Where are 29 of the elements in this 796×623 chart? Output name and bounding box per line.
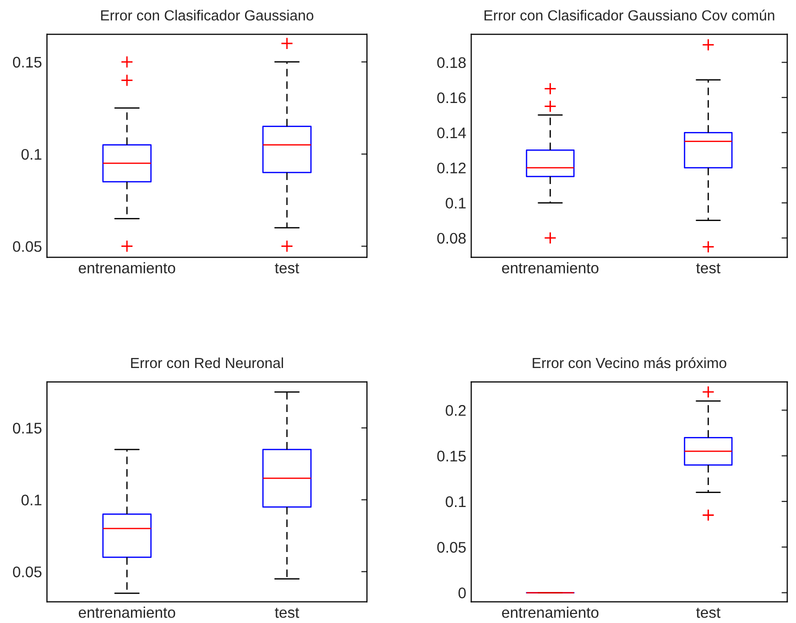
y-tick-label: 0.08	[437, 232, 466, 244]
y-tick-label: 0.2	[446, 405, 466, 416]
y-tick-label: 0.18	[437, 57, 466, 68]
y-tick-label: 0.14	[437, 127, 466, 138]
x-tick-label: entrenamiento	[78, 262, 176, 274]
y-tick-label: 0.15	[12, 422, 42, 434]
y-tick-label: 0	[458, 588, 466, 598]
y-tick-label: 0.05	[12, 241, 42, 252]
y-tick-label: 0.05	[437, 542, 466, 553]
x-tick-label: entrenamiento	[78, 606, 176, 618]
y-tick-label: 0.1	[21, 494, 42, 506]
y-tick-label: 0.15	[437, 450, 466, 462]
x-tick-label: test	[274, 263, 300, 274]
y-tick-label: 0.1	[21, 148, 42, 160]
chart-title: Error con Vecino más próximo	[532, 357, 726, 372]
x-tick-label: entrenamiento	[502, 606, 598, 618]
y-tick-label: 0.15	[12, 56, 42, 68]
x-tick-label: entrenamiento	[502, 262, 598, 274]
x-tick-label: test	[696, 608, 720, 618]
chart-title: Error con Clasificador Gaussiano Cov común	[484, 10, 774, 21]
y-tick-label: 0.16	[437, 92, 466, 104]
y-tick-label: 0.05	[12, 566, 42, 578]
y-tick-label: 0.1	[446, 496, 466, 508]
chart-title: Error con Red Neuronal	[131, 357, 283, 368]
x-tick-label: test	[274, 608, 300, 618]
x-tick-label: test	[696, 263, 720, 274]
y-tick-label: 0.1	[446, 198, 466, 209]
chart-title: Error con Clasificador Gaussiano	[101, 10, 314, 21]
y-tick-label: 0.12	[437, 162, 466, 174]
